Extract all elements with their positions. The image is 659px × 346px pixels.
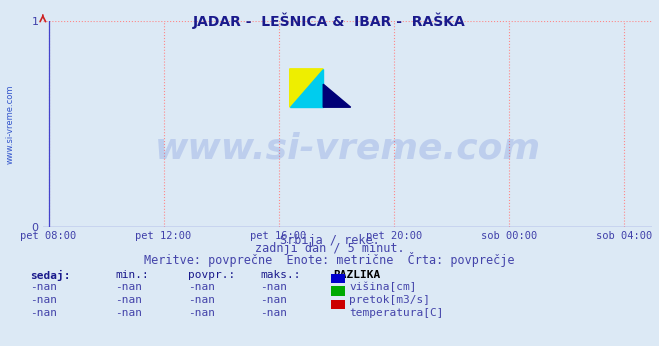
Text: zadnji dan / 5 minut.: zadnji dan / 5 minut. bbox=[254, 242, 405, 255]
Text: -nan: -nan bbox=[260, 282, 287, 292]
Text: -nan: -nan bbox=[115, 295, 142, 305]
Text: -nan: -nan bbox=[188, 282, 215, 292]
Text: RAZLIKA: RAZLIKA bbox=[333, 270, 380, 280]
Text: temperatura[C]: temperatura[C] bbox=[349, 308, 444, 318]
Text: -nan: -nan bbox=[30, 282, 57, 292]
Text: -nan: -nan bbox=[30, 295, 57, 305]
Text: min.:: min.: bbox=[115, 270, 149, 280]
Text: -nan: -nan bbox=[260, 308, 287, 318]
Polygon shape bbox=[290, 69, 323, 107]
Text: -nan: -nan bbox=[115, 308, 142, 318]
Polygon shape bbox=[290, 69, 323, 107]
Text: -nan: -nan bbox=[260, 295, 287, 305]
Text: www.si-vreme.com: www.si-vreme.com bbox=[5, 85, 14, 164]
Text: -nan: -nan bbox=[188, 308, 215, 318]
Text: višina[cm]: višina[cm] bbox=[349, 282, 416, 292]
Text: www.si-vreme.com: www.si-vreme.com bbox=[155, 131, 540, 165]
Text: -nan: -nan bbox=[188, 295, 215, 305]
Text: -nan: -nan bbox=[115, 282, 142, 292]
Text: maks.:: maks.: bbox=[260, 270, 301, 280]
Text: JADAR -  LEŠNICA &  IBAR -  RAŠKA: JADAR - LEŠNICA & IBAR - RAŠKA bbox=[193, 12, 466, 29]
Text: sedaj:: sedaj: bbox=[30, 270, 70, 281]
Text: Srbija / reke.: Srbija / reke. bbox=[279, 234, 380, 247]
Text: Meritve: povprečne  Enote: metrične  Črta: povprečje: Meritve: povprečne Enote: metrične Črta:… bbox=[144, 252, 515, 267]
Polygon shape bbox=[323, 84, 351, 107]
Text: pretok[m3/s]: pretok[m3/s] bbox=[349, 295, 430, 305]
Text: povpr.:: povpr.: bbox=[188, 270, 235, 280]
Text: -nan: -nan bbox=[30, 308, 57, 318]
